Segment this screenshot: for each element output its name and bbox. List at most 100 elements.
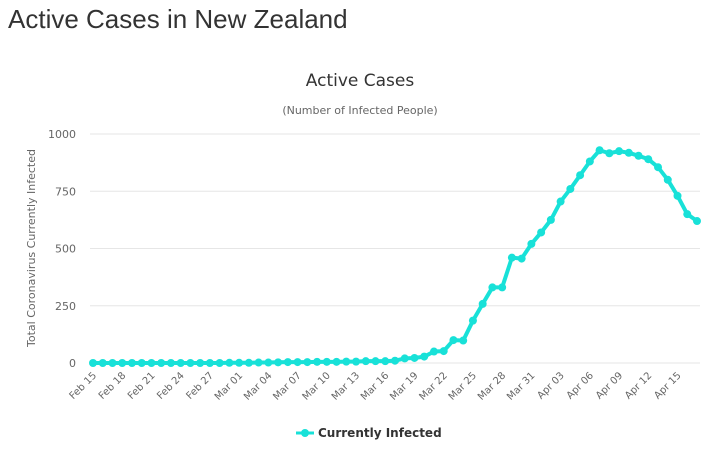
x-tick-label: Mar 13 [330,370,362,402]
data-point[interactable] [244,358,253,367]
data-point[interactable] [624,148,633,157]
data-point[interactable] [147,359,156,367]
data-point[interactable] [605,149,614,158]
x-tick-label: Mar 07 [271,370,303,402]
data-point[interactable] [391,356,399,365]
data-point[interactable] [439,347,448,356]
data-point[interactable] [585,157,594,166]
gridlines [90,133,700,364]
x-tick-label: Feb 18 [97,370,129,402]
data-point[interactable] [332,357,341,366]
data-point[interactable] [400,354,409,363]
data-point[interactable] [693,217,701,226]
data-point[interactable] [137,359,146,367]
data-point[interactable] [186,359,195,367]
data-point[interactable] [459,336,468,345]
data-point[interactable] [196,359,205,367]
data-point[interactable] [381,357,390,366]
data-point[interactable] [663,175,672,184]
data-point[interactable] [254,358,263,367]
legend[interactable]: Currently Infected [296,426,442,440]
y-tick-label: 250 [55,300,76,313]
y-axis-label: Total Coronavirus Currently Infected [25,149,38,348]
data-point[interactable] [108,359,117,367]
data-point[interactable] [507,253,516,262]
data-point[interactable] [303,358,312,367]
y-tick-label: 0 [69,357,76,370]
data-point[interactable] [498,283,507,292]
data-point[interactable] [361,357,370,366]
data-point[interactable] [410,353,419,362]
x-tick-label: Mar 31 [505,370,537,402]
data-point[interactable] [683,210,692,219]
data-point[interactable] [313,357,322,366]
data-point[interactable] [615,147,624,156]
data-point[interactable] [576,171,585,180]
data-point[interactable] [264,358,273,367]
x-tick-label: Apr 09 [594,370,625,401]
x-tick-label: Apr 03 [535,370,566,401]
y-tick-label: 750 [55,185,76,198]
x-tick-label: Apr 12 [623,370,654,401]
data-point[interactable] [527,239,536,248]
data-point[interactable] [98,359,107,367]
x-tick-label: Mar 01 [213,370,245,402]
data-point[interactable] [566,184,575,193]
data-point[interactable] [342,357,351,366]
data-point[interactable] [478,299,487,308]
chart-title: Active Cases [306,71,415,91]
data-point[interactable] [449,336,458,345]
data-point[interactable] [556,197,565,206]
data-point[interactable] [127,359,136,367]
data-point[interactable] [429,347,438,356]
data-point[interactable] [215,359,224,367]
x-tick-label: Feb 24 [155,370,187,402]
data-point[interactable] [488,283,497,292]
data-point[interactable] [654,163,663,172]
series-line [91,148,699,365]
legend-swatch-marker [301,429,309,437]
x-tick-label: Mar 10 [301,370,333,402]
data-point[interactable] [283,358,292,367]
data-point[interactable] [235,358,244,367]
x-tick-label: Feb 27 [184,370,216,402]
x-tick-label: Feb 15 [68,370,100,402]
data-point[interactable] [205,359,214,367]
chart-subtitle: (Number of Infected People) [282,104,437,117]
series-currently-infected [89,146,701,367]
data-point[interactable] [293,358,302,367]
y-axis-ticks: 0 250 500 750 1000 [48,128,76,370]
y-tick-label: 500 [55,243,76,256]
data-point[interactable] [176,359,185,367]
data-point[interactable] [322,357,331,366]
legend-label-currently-infected: Currently Infected [318,426,442,440]
data-point[interactable] [595,146,604,155]
data-point[interactable] [225,358,234,367]
data-point[interactable] [537,228,546,237]
data-point[interactable] [517,254,526,263]
data-point[interactable] [644,155,653,164]
x-tick-label: Mar 19 [388,370,420,402]
x-tick-label: Mar 25 [447,370,479,402]
data-point[interactable] [89,359,97,367]
data-point[interactable] [166,359,175,367]
data-point[interactable] [352,357,361,366]
data-point[interactable] [157,359,166,367]
data-point[interactable] [468,316,477,325]
x-tick-label: Mar 16 [359,370,391,402]
data-point[interactable] [546,215,555,224]
data-point[interactable] [371,357,380,366]
y-tick-label: 1000 [48,128,76,141]
x-tick-label: Mar 28 [476,370,508,402]
x-tick-label: Apr 06 [565,370,596,401]
data-point[interactable] [118,359,127,367]
data-point[interactable] [274,358,283,367]
page-heading: Active Cases in New Zealand [8,4,348,34]
x-tick-label: Mar 22 [417,370,449,402]
data-point[interactable] [673,191,682,200]
data-point[interactable] [634,151,643,160]
data-point[interactable] [420,352,429,361]
